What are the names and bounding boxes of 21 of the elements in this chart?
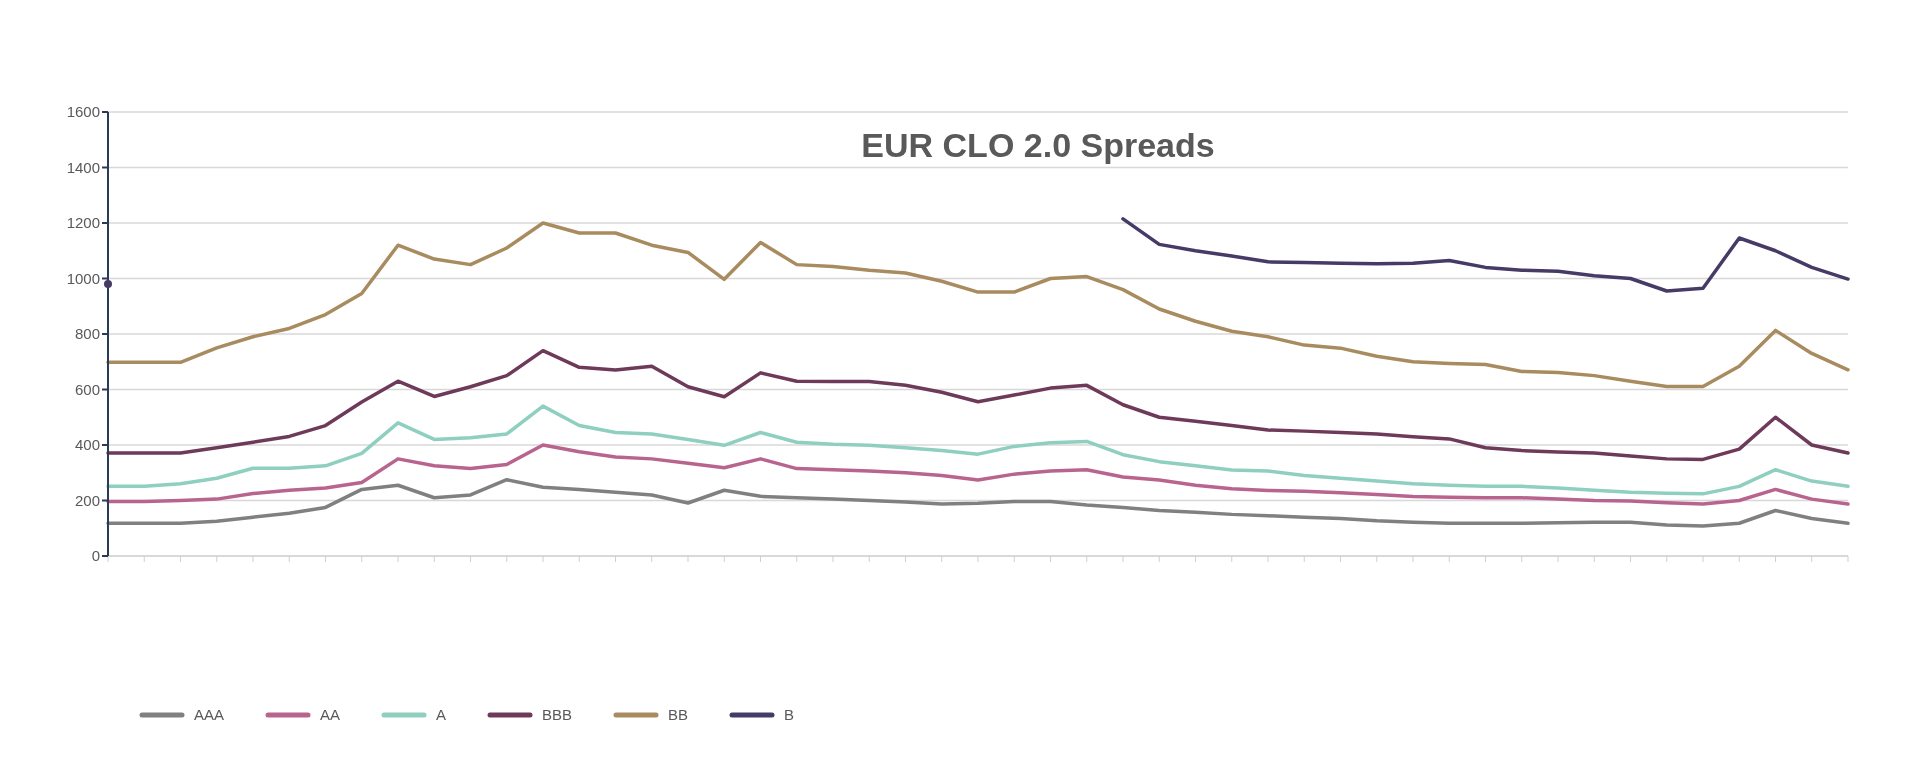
y-tick-label: 1200: [66, 214, 100, 232]
chart-title: EUR CLO 2.0 Spreads: [861, 126, 1215, 164]
line-series: [106, 348, 1850, 462]
line-series: [106, 221, 1850, 389]
line-series: [106, 443, 1850, 506]
line-series: [106, 404, 1850, 496]
y-tick-label: 800: [74, 325, 100, 343]
y-tick-label: 400: [74, 436, 100, 454]
y-tick-label: 0: [91, 547, 100, 565]
legend-label: B: [784, 706, 795, 723]
legend-label: A: [436, 706, 447, 723]
y-tick-label: 200: [74, 491, 100, 509]
legend-label: BB: [668, 706, 689, 723]
line-series: [106, 477, 1850, 528]
y-tick-label: 1000: [66, 269, 100, 287]
legend-label: BBB: [542, 706, 573, 723]
y-tick-label: 1400: [66, 158, 100, 176]
legend-label: AAA: [194, 706, 225, 723]
y-tick-label: 600: [74, 380, 100, 398]
y-tick-label: 1600: [66, 103, 100, 121]
legend-label: AA: [320, 706, 341, 723]
